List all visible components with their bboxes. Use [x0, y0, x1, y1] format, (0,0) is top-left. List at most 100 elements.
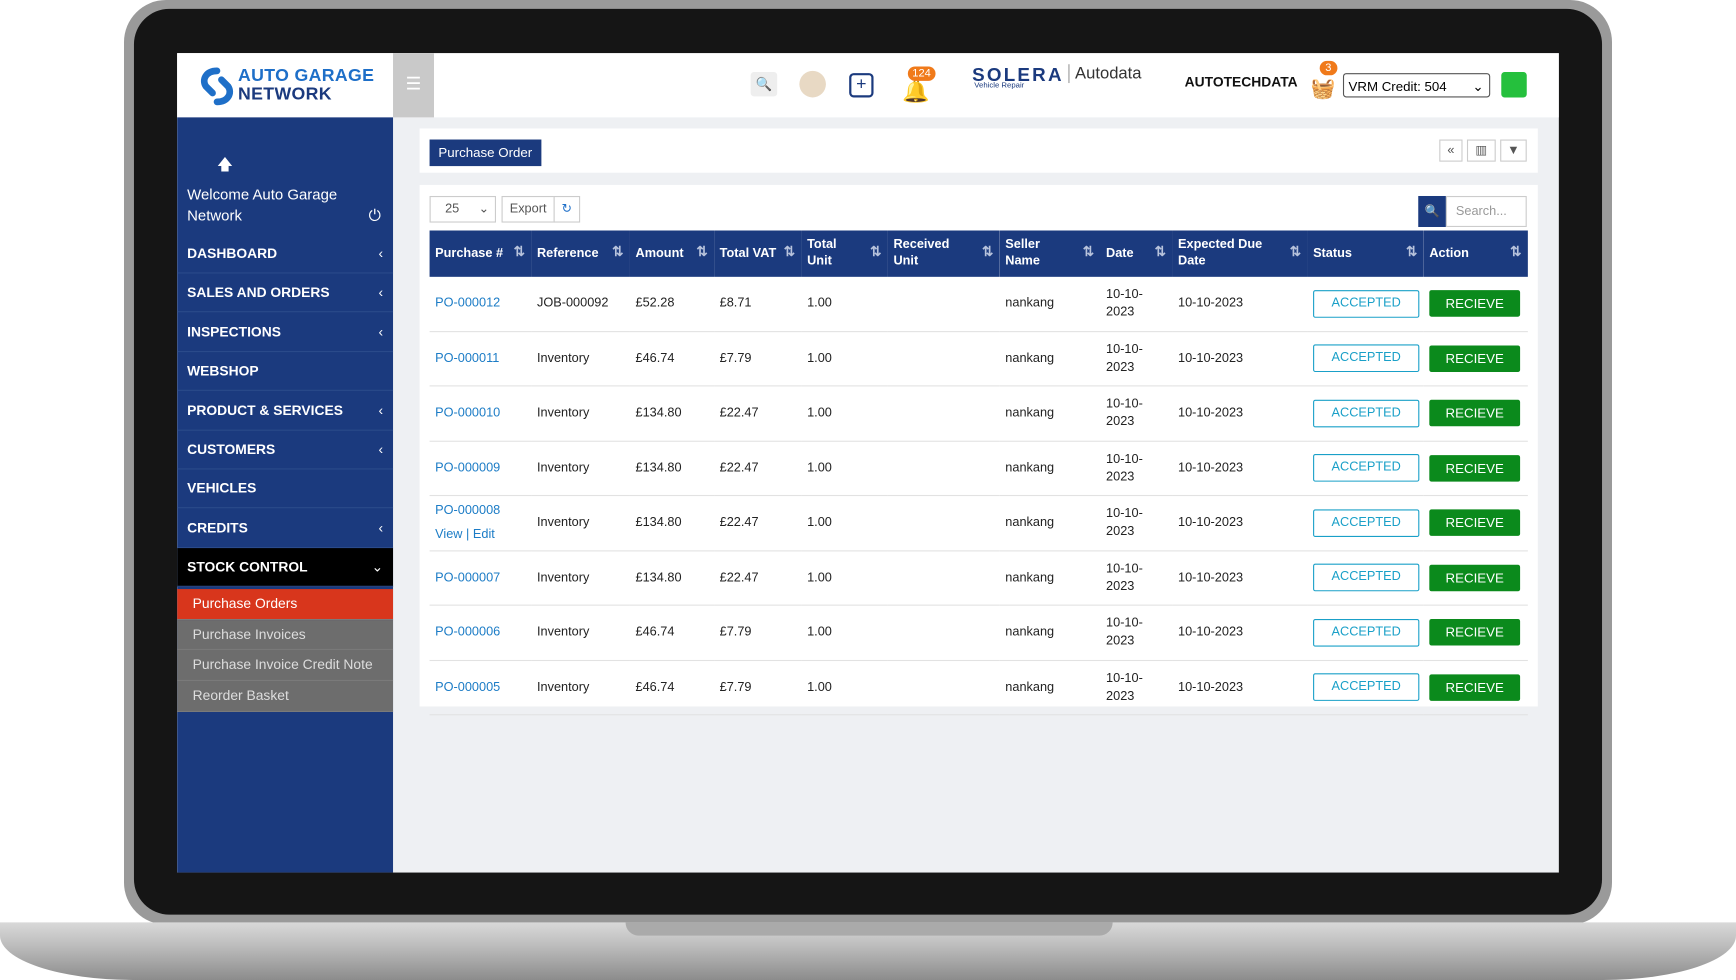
search-input[interactable]: Search... [1445, 195, 1527, 227]
table-cell: £134.80 [629, 495, 715, 551]
cell-text: 1.00 [807, 351, 832, 366]
chart-button[interactable]: ▥ [1466, 139, 1496, 162]
status-badge[interactable]: ACCEPTED [1313, 399, 1420, 428]
cell-text: 10-10-2023 [1177, 297, 1244, 311]
menu-item[interactable]: CREDITS ‹ [177, 509, 394, 548]
column-header[interactable]: Amount [629, 230, 715, 277]
row-link[interactable]: Edit [472, 528, 495, 542]
table-row: PO-000011 Inventory £46.74 £7.79 1.00 nankang… [429, 331, 1528, 387]
collapse-button[interactable]: « [1439, 139, 1463, 162]
table-cell: JOB-000092 [531, 276, 630, 332]
table-cell: 10-10-2023 [1100, 331, 1173, 387]
table-cell: RECIEVE [1423, 495, 1528, 551]
menu-arrow: ‹ [378, 285, 384, 301]
status-badge[interactable]: ACCEPTED [1313, 344, 1420, 373]
table-cell: 10-10-2023 [1100, 440, 1173, 497]
menu-item[interactable]: INSPECTIONS ‹ [177, 313, 394, 352]
column-header[interactable]: Date [1100, 230, 1173, 277]
table-cell: nankang [999, 331, 1101, 387]
table-cell: nankang [999, 550, 1101, 606]
purchase-link[interactable]: PO-000008 [435, 504, 501, 518]
cell-text: £46.74 [635, 625, 675, 640]
purchase-link[interactable]: PO-000005 [435, 680, 501, 695]
whatsapp-button[interactable] [1501, 71, 1527, 98]
menu-item[interactable]: DASHBOARD ‹ [177, 235, 394, 274]
submenu-item[interactable]: Purchase Orders [177, 589, 394, 620]
menu-item[interactable]: WEBSHOP [177, 352, 394, 392]
menu-item[interactable]: VEHICLES [177, 470, 394, 509]
status-badge[interactable]: ACCEPTED [1313, 618, 1420, 647]
receive-button[interactable]: RECIEVE [1429, 564, 1521, 592]
purchase-link[interactable]: PO-000011 [435, 351, 500, 366]
purchase-link[interactable]: PO-000006 [435, 625, 501, 640]
page-size-select[interactable]: 25 ⌄ [429, 195, 496, 223]
column-header[interactable]: Received Unit [887, 230, 1000, 277]
filter-button[interactable]: ▼ [1500, 139, 1527, 162]
submenu-item[interactable]: Reorder Basket [177, 681, 394, 712]
menu-item[interactable]: STOCK CONTROL ⌄ [177, 548, 394, 588]
receive-button[interactable]: RECIEVE [1429, 400, 1521, 427]
receive-button[interactable]: RECIEVE [1429, 619, 1521, 646]
refresh-button[interactable]: ↻ [553, 195, 581, 223]
table-cell: RECIEVE [1423, 659, 1528, 716]
status-badge[interactable]: ACCEPTED [1313, 289, 1420, 318]
column-header[interactable]: Seller Name [999, 230, 1101, 277]
submenu-item[interactable]: Purchase Invoices [177, 619, 394, 651]
screen: AUTO GARAGE NETWORK ☰ 🔍 + 🔔 124 SOLERA V… [177, 53, 1559, 873]
purchase-link[interactable]: PO-000012 [435, 297, 501, 311]
logo-text: AUTO GARAGE [238, 66, 375, 86]
row-link[interactable]: View [435, 528, 463, 542]
table-cell: 1.00 [801, 605, 888, 661]
table-cell: £134.80 [629, 550, 715, 606]
bell-icon[interactable]: 🔔 [902, 79, 930, 105]
table-cell: 1.00 [801, 440, 888, 497]
column-header[interactable]: Action [1423, 230, 1528, 277]
receive-button[interactable]: RECIEVE [1429, 290, 1521, 317]
search-icon[interactable]: 🔍 [1418, 195, 1446, 227]
table-cell: nankang [999, 385, 1101, 442]
receive-button[interactable]: RECIEVE [1429, 509, 1521, 537]
menu-label: PRODUCT & SERVICES [187, 402, 343, 419]
purchase-link[interactable]: PO-000007 [435, 571, 501, 585]
status-badge[interactable]: ACCEPTED [1313, 509, 1420, 537]
receive-button[interactable]: RECIEVE [1429, 345, 1521, 372]
table-cell: Inventory [531, 659, 630, 716]
menu-toggle[interactable]: ☰ [393, 53, 434, 118]
cell-text: nankang [1005, 351, 1055, 366]
column-header[interactable]: Purchase # [429, 230, 532, 277]
vrm-select[interactable]: VRM Credit: 504 ⌄ [1342, 73, 1491, 98]
add-button[interactable]: + [849, 73, 874, 98]
table-cell [887, 385, 1000, 442]
column-header[interactable]: Reference [531, 230, 630, 277]
status-badge[interactable]: ACCEPTED [1313, 563, 1420, 592]
table-cell: 10-10-2023 [1172, 550, 1308, 606]
cell-text: 1.00 [807, 461, 832, 475]
table-cell: PO-000010 [429, 385, 532, 442]
status-badge[interactable]: ACCEPTED [1313, 454, 1420, 482]
receive-button[interactable]: RECIEVE [1429, 674, 1521, 701]
avatar[interactable] [799, 70, 826, 98]
purchase-link[interactable]: PO-000010 [435, 406, 501, 420]
status-badge[interactable]: ACCEPTED [1313, 673, 1420, 702]
purchase-link[interactable]: PO-000009 [435, 461, 501, 475]
receive-button[interactable]: RECIEVE [1429, 454, 1521, 482]
cell-text: nankang [1005, 297, 1055, 311]
cell-text: nankang [1005, 461, 1055, 475]
table-cell: £22.47 [714, 440, 802, 497]
submenu-item[interactable]: Purchase Invoice Credit Note [177, 650, 394, 681]
menu-item[interactable]: SALES AND ORDERS ‹ [177, 274, 394, 313]
search-button[interactable]: 🔍 [750, 71, 778, 97]
menu-item[interactable]: PRODUCT & SERVICES ‹ [177, 392, 394, 431]
cell-text: 1.00 [807, 406, 832, 420]
column-header[interactable]: Total VAT [714, 230, 802, 277]
basket-icon[interactable]: 🧺 [1310, 77, 1336, 100]
laptop-notch [625, 922, 1113, 936]
cell-text: 10-10-2023 [1177, 625, 1244, 640]
page-size: 25 [445, 202, 460, 216]
export-button[interactable]: Export [501, 195, 555, 223]
power-icon[interactable]: ⏻ [368, 205, 381, 224]
menu-item[interactable]: CUSTOMERS ‹ [177, 431, 394, 470]
column-header[interactable]: Status [1307, 230, 1424, 277]
column-header[interactable]: Expected Due Date [1172, 230, 1308, 277]
column-header[interactable]: Total Unit [801, 230, 888, 277]
